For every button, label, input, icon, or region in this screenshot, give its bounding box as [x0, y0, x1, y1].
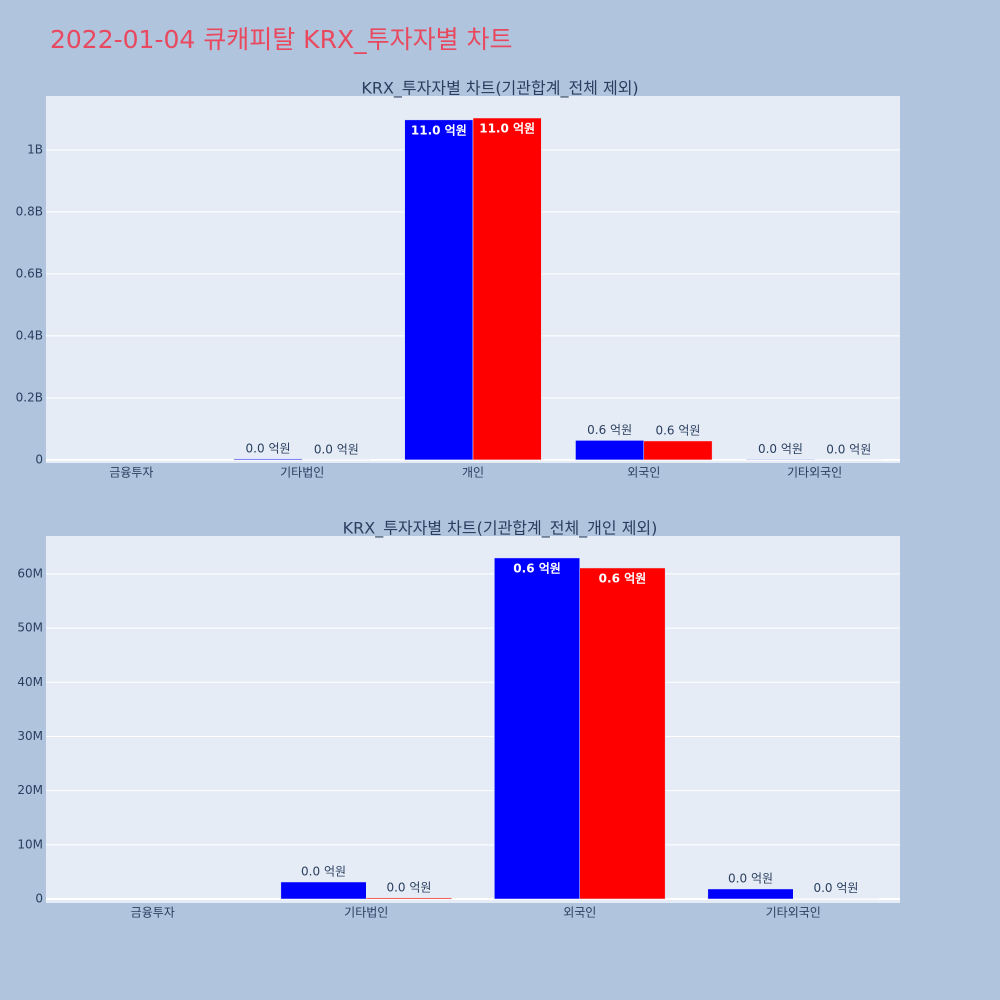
x-tick-label: 외국인: [627, 466, 660, 480]
x-tick-label: 외국인: [563, 906, 596, 920]
data-label: 0.0 억원: [314, 442, 359, 456]
y-tick-label: 0.4B: [16, 328, 43, 342]
bar: [575, 440, 645, 461]
bar: [494, 557, 581, 900]
x-tick-label: 금융투자: [131, 906, 175, 920]
bar: [707, 888, 794, 900]
data-label: 0.0 억원: [826, 442, 871, 456]
data-label: 0.0 억원: [758, 442, 803, 456]
bar: [366, 897, 452, 900]
y-tick-label: 0: [35, 452, 43, 466]
data-label: 0.0 억원: [813, 881, 858, 895]
y-tick-label: 0.8B: [16, 204, 43, 218]
data-label: 0.6 억원: [513, 561, 561, 575]
x-tick-label: 기타법인: [280, 466, 324, 480]
y-tick-label: 60M: [17, 566, 43, 580]
x-tick-label: 기타법인: [344, 906, 388, 920]
y-tick-label: 1B: [27, 142, 43, 156]
x-tick-label: 기타외국인: [787, 466, 842, 480]
data-label: 0.6 억원: [587, 423, 632, 437]
bar: [404, 119, 474, 461]
y-tick-label: 30M: [17, 729, 43, 743]
y-tick-label: 50M: [17, 621, 43, 635]
x-tick-label: 금융투자: [109, 466, 153, 480]
y-tick-label: 0.2B: [16, 390, 43, 404]
data-label: 0.0 억원: [386, 880, 431, 894]
bar: [643, 440, 713, 461]
y-tick-label: 10M: [17, 837, 43, 851]
chart-title: KRX_투자자별 차트(기관합계_전체 제외): [361, 79, 638, 99]
bar: [746, 459, 815, 461]
y-tick-label: 40M: [17, 675, 43, 689]
bar: [579, 567, 666, 900]
y-tick-label: 20M: [17, 783, 43, 797]
data-label: 11.0 억원: [479, 122, 535, 136]
x-tick-label: 개인: [462, 466, 484, 480]
data-label: 0.6 억원: [599, 571, 647, 585]
bar: [472, 117, 542, 461]
data-label: 0.0 억원: [728, 871, 773, 885]
y-tick-label: 0.6B: [16, 266, 43, 280]
y-tick-label: 0: [35, 891, 43, 905]
bar: [280, 881, 367, 900]
data-label: 0.0 억원: [301, 864, 346, 878]
page-title: 2022-01-04 큐캐피탈 KRX_투자자별 차트: [50, 25, 513, 54]
data-label: 0.6 억원: [655, 423, 700, 437]
data-label: 0.0 억원: [246, 441, 291, 455]
data-label: 11.0 억원: [411, 123, 467, 137]
bar: [233, 458, 303, 461]
chart-title: KRX_투자자별 차트(기관합계_전체_개인 제외): [343, 519, 658, 539]
plot-area: [46, 536, 900, 903]
x-tick-label: 기타외국인: [766, 906, 821, 920]
